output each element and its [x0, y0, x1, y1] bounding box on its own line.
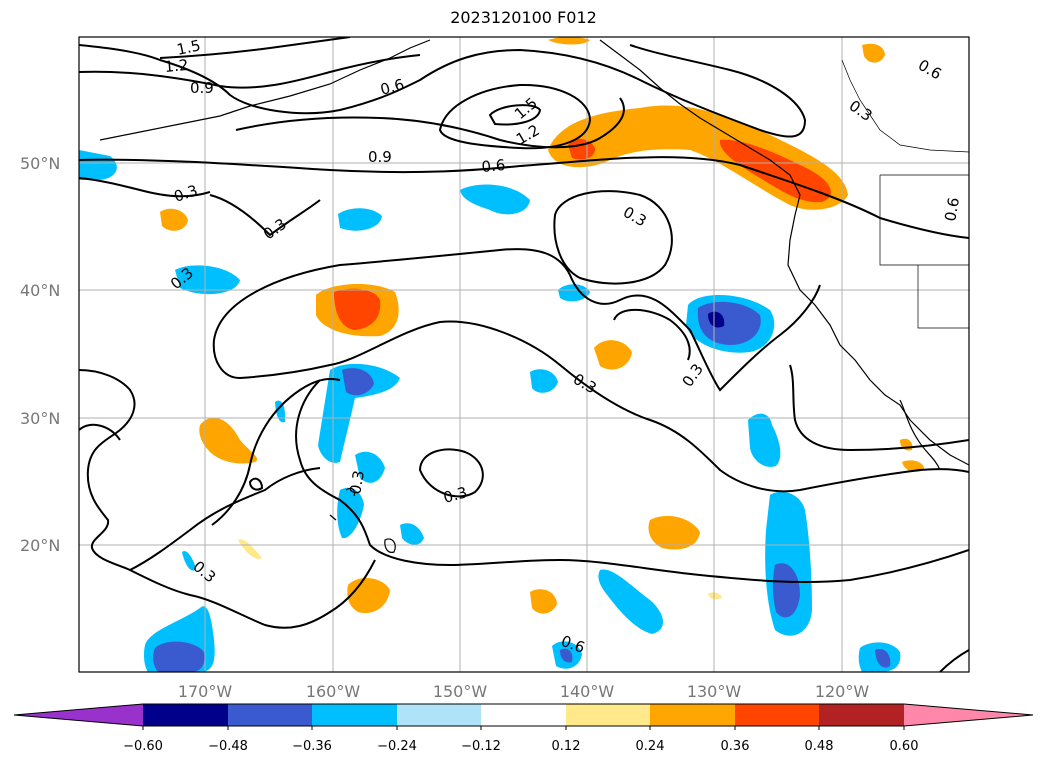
graticule [79, 37, 969, 672]
negative-anomaly-west-edge [79, 150, 117, 180]
lon-label-150w: 150°W [433, 682, 488, 701]
colorbar-segment [819, 704, 904, 726]
colorbar-tick-label: 0.48 [805, 739, 834, 754]
lat-label-20n: 20°N [20, 536, 60, 555]
colorbar-tick-label: −0.12 [461, 739, 501, 754]
colorbar-segment [143, 704, 228, 726]
colorbar-tick-label: −0.24 [377, 739, 417, 754]
colorbar-tick-label: 0.12 [552, 739, 581, 754]
contour-label: 1.2 [164, 56, 189, 76]
contour-0.3-central [213, 248, 821, 392]
colorbar-tick-label: 0.36 [721, 739, 750, 754]
lon-label-130w: 130°W [687, 682, 742, 701]
lon-label-140w: 140°W [560, 682, 615, 701]
lon-label-160w: 160°W [306, 682, 361, 701]
colorbar-tick-label: 0.60 [890, 739, 919, 754]
map-frame [78, 36, 970, 673]
colorbar-tick-label: −0.60 [123, 739, 163, 754]
lat-label-40n: 40°N [20, 281, 60, 300]
contour-label: 0.6 [481, 156, 506, 176]
colorbar-extend-low [14, 704, 143, 726]
colorbar-segment [650, 704, 735, 726]
alaska-aleutian-coast [99, 39, 431, 141]
colorbar-segment [312, 704, 397, 726]
colorbar-tick-label: 0.24 [636, 739, 665, 754]
shaded-anomalies [79, 37, 925, 672]
negative-anomaly-160w [318, 363, 400, 463]
colorbar-segment [481, 704, 566, 726]
colorbar-segment [228, 704, 312, 726]
contour-label: 0.9 [368, 148, 392, 166]
contour-label: 0.3 [346, 469, 368, 496]
map-area: 1.5 1.2 0.9 0.6 1.5 1.2 0.9 0.6 0.3 0.3 … [79, 36, 969, 672]
contour-label: 1.5 [175, 36, 202, 59]
contour-label: 0.3 [441, 483, 469, 507]
contour-0.9 [79, 44, 807, 138]
colorbar-tick-label: −0.36 [292, 739, 332, 754]
colorbar-segment [735, 704, 819, 726]
contour-0.6-north [79, 156, 969, 239]
figure-title: 2023120100 F012 [450, 8, 597, 27]
contour-label: 0.9 [190, 79, 214, 97]
lat-label-50n: 50°N [20, 154, 60, 173]
lon-label-170w: 170°W [178, 682, 233, 701]
contour-label: 0.6 [941, 196, 963, 223]
coastlines [99, 39, 969, 553]
colorbar-tick-label: −0.48 [208, 739, 248, 754]
colorbar-segment [566, 704, 650, 726]
colorbar: −0.60 −0.48 −0.36 −0.24 −0.12 0.12 0.24 … [13, 703, 1034, 754]
contour-label: 0.6 [378, 75, 406, 99]
longitude-labels: 170°W 160°W 150°W 140°W 130°W 120°W [178, 682, 870, 701]
latitude-labels: 50°N 40°N 30°N 20°N [20, 154, 60, 555]
lat-label-30n: 30°N [20, 409, 60, 428]
colorbar-extend-high [904, 704, 1033, 726]
colorbar-segment [397, 704, 481, 726]
contour-lines [79, 37, 969, 672]
lon-label-120w: 120°W [815, 682, 870, 701]
borders [841, 59, 969, 329]
